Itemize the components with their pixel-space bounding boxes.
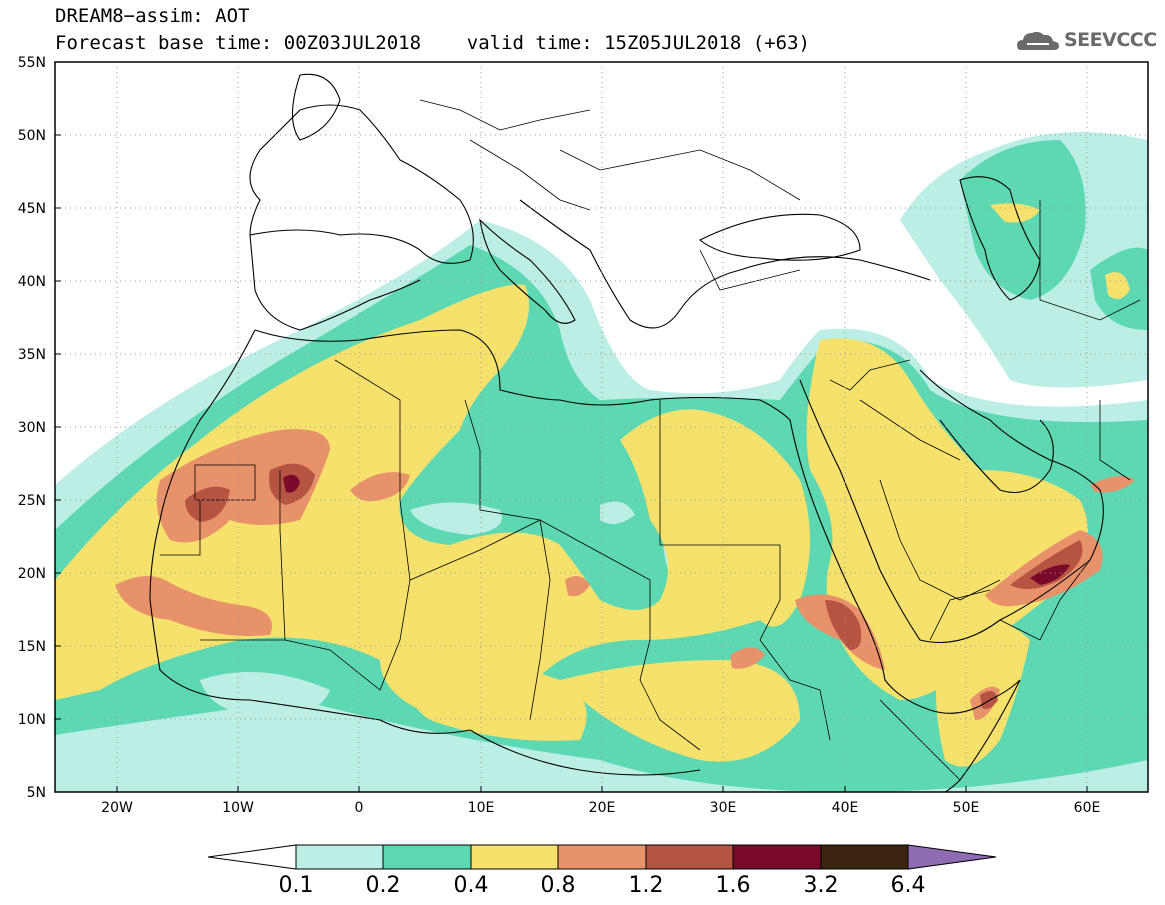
colorbar-above-triangle [907, 844, 997, 870]
colorbar-segment [732, 844, 822, 870]
colorbar-labels: 0.1 0.2 0.4 0.8 1.2 1.6 3.2 6.4 [279, 873, 926, 898]
lon-tick-label: 0 [355, 800, 364, 816]
lon-tick-label: 60E [1074, 800, 1101, 816]
logo-text: SEEVCCC [1064, 29, 1157, 51]
colorbar-label: 0.8 [541, 873, 576, 898]
lat-tick-label: 40N [18, 274, 46, 290]
colorbar-label: 1.6 [716, 873, 751, 898]
colorbar-below-triangle [207, 844, 297, 870]
coastlines [149, 73, 1104, 792]
colorbar-label: 0.2 [366, 873, 401, 898]
map-title: DREAM8−assim: AOT [55, 5, 250, 27]
forecast-time-info: Forecast base time: 00Z03JUL2018 valid t… [55, 32, 810, 54]
lon-tick-label: 40E [832, 800, 859, 816]
lon-tick-label: 10E [468, 800, 495, 816]
colorbar-label: 3.2 [804, 873, 839, 898]
lat-tick-labels: 55N 50N 45N 40N 35N 30N 25N 20N 15N 10N … [18, 55, 46, 801]
colorbar-label: 1.2 [629, 873, 664, 898]
aot-field [55, 132, 1148, 792]
tick-marks [55, 134, 1088, 792]
lon-tick-label: 30E [710, 800, 737, 816]
colorbar-segment [645, 844, 734, 870]
colorbar-label: 6.4 [891, 873, 926, 898]
colorbar-segment [295, 844, 384, 870]
lat-tick-label: 20N [18, 566, 46, 582]
lat-tick-label: 35N [18, 347, 46, 363]
lat-tick-label: 50N [18, 128, 46, 144]
lon-tick-label: 20E [589, 800, 616, 816]
lat-tick-label: 25N [18, 493, 46, 509]
colorbar-segment [470, 844, 559, 870]
lon-tick-labels: 20W 10W 0 10E 20E 30E 40E 50E 60E [101, 800, 1100, 816]
grid-lines [55, 62, 1148, 792]
colorbar-segment [382, 844, 472, 870]
lat-tick-label: 30N [18, 420, 46, 436]
country-borders [160, 99, 1141, 781]
lon-tick-label: 20W [101, 800, 133, 816]
colorbar-label: 0.4 [454, 873, 489, 898]
seevccc-cloud-logo-icon [1017, 31, 1059, 50]
colorbar-segment [557, 844, 647, 870]
lat-tick-label: 5N [27, 785, 46, 801]
colorbar-segment [820, 844, 909, 870]
lon-tick-label: 50E [953, 800, 980, 816]
lon-tick-label: 10W [222, 800, 254, 816]
colorbar-label: 0.1 [279, 873, 314, 898]
lat-tick-label: 15N [18, 639, 46, 655]
lat-tick-label: 10N [18, 712, 46, 728]
lat-tick-label: 45N [18, 201, 46, 217]
colorbar [207, 844, 997, 870]
lat-tick-label: 55N [18, 55, 46, 71]
